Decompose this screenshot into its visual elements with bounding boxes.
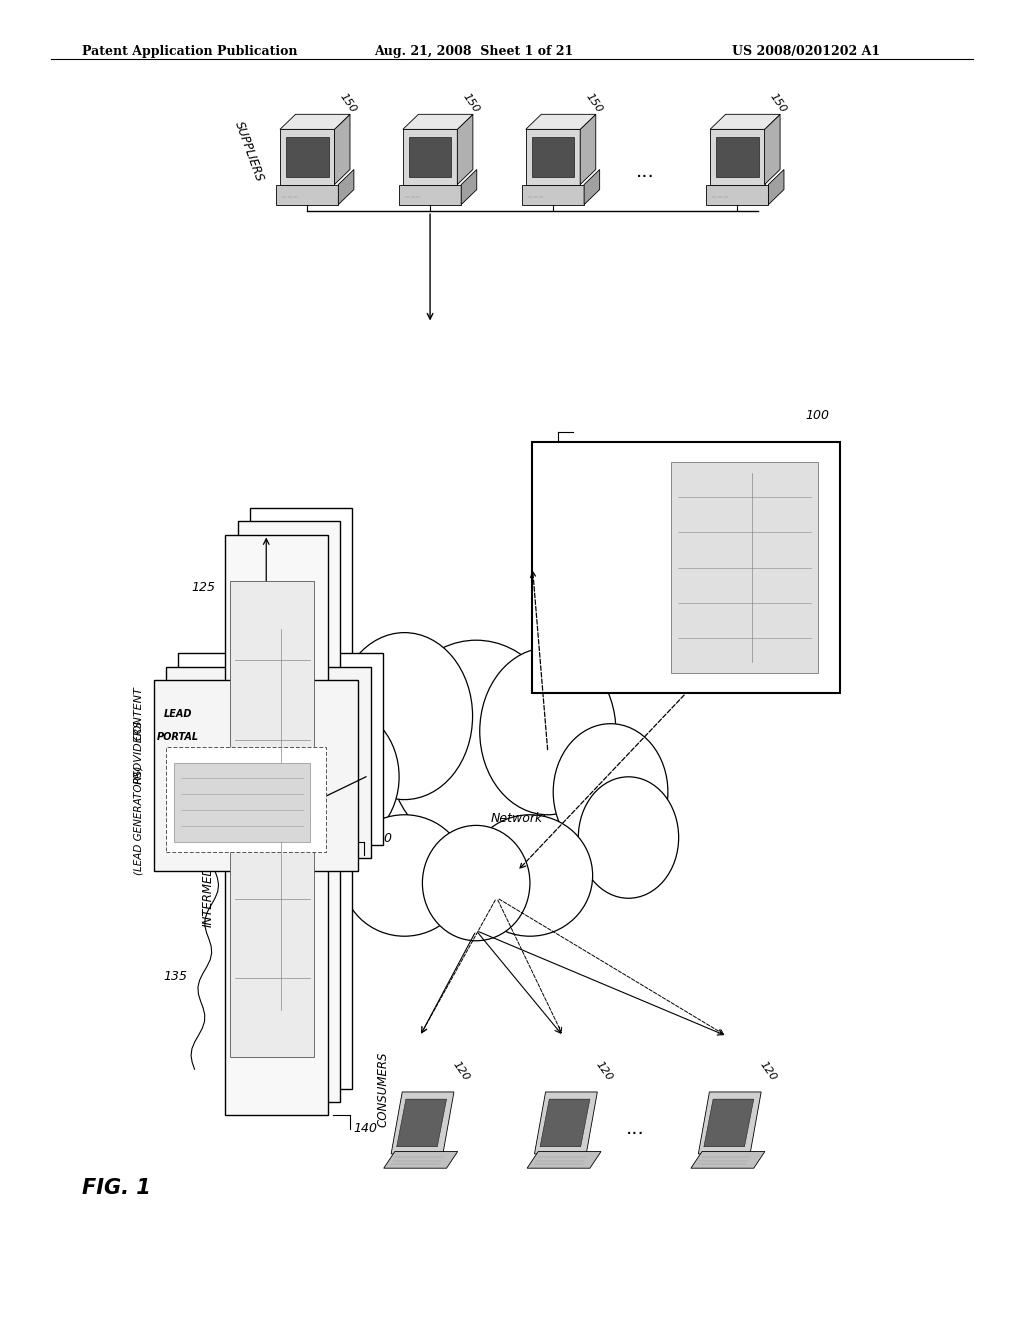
Ellipse shape [342,814,467,936]
Polygon shape [391,1092,454,1154]
Text: 120: 120 [451,1059,471,1082]
Polygon shape [765,115,780,185]
Text: 150: 150 [768,91,788,115]
Polygon shape [525,129,581,185]
Text: 150: 150 [461,91,481,115]
Text: 140: 140 [353,1122,377,1135]
Polygon shape [525,115,596,129]
Polygon shape [584,169,600,205]
Polygon shape [710,115,780,129]
Polygon shape [710,129,765,185]
Polygon shape [768,169,784,205]
Text: PORTAL: PORTAL [157,733,200,742]
Polygon shape [338,169,354,205]
Text: (LEAD GENERATORS): (LEAD GENERATORS) [133,766,143,875]
Text: 120: 120 [594,1059,614,1082]
Polygon shape [276,185,338,205]
FancyBboxPatch shape [225,535,328,1115]
Polygon shape [691,1151,765,1168]
FancyBboxPatch shape [250,508,352,1089]
Polygon shape [399,185,461,205]
Text: SYSTEM: SYSTEM [548,521,595,535]
Polygon shape [581,115,596,185]
Polygon shape [461,169,477,205]
FancyBboxPatch shape [532,442,840,693]
FancyBboxPatch shape [166,747,326,853]
Ellipse shape [285,709,399,845]
Polygon shape [716,137,759,177]
Ellipse shape [467,814,593,936]
Text: 100: 100 [806,409,829,422]
Text: Aug. 21, 2008  Sheet 1 of 21: Aug. 21, 2008 Sheet 1 of 21 [374,45,573,58]
Polygon shape [707,185,768,205]
Ellipse shape [423,825,530,941]
Text: MULTI LEAD: MULTI LEAD [548,455,617,469]
Ellipse shape [479,648,616,814]
Text: ...: ... [636,162,654,181]
FancyBboxPatch shape [166,667,371,858]
Polygon shape [698,1092,761,1154]
Text: DISTRIBUTION: DISTRIBUTION [548,488,632,502]
Text: 150: 150 [584,91,604,115]
Text: Network: Network [490,812,544,825]
Ellipse shape [553,723,668,861]
Ellipse shape [387,640,565,853]
Text: 130: 130 [369,832,392,845]
Polygon shape [286,137,329,177]
Ellipse shape [336,632,473,800]
FancyBboxPatch shape [230,581,314,1057]
FancyBboxPatch shape [671,462,818,673]
Text: PROVIDERS: PROVIDERS [133,719,143,784]
Text: 125: 125 [191,581,215,594]
Polygon shape [531,137,574,177]
Polygon shape [458,115,473,185]
FancyBboxPatch shape [238,521,340,1102]
Polygon shape [280,129,335,185]
Polygon shape [402,115,473,129]
Polygon shape [396,1100,446,1147]
FancyBboxPatch shape [178,653,383,845]
Ellipse shape [273,776,374,898]
Text: INTERMEDIARIES: INTERMEDIARIES [202,828,215,928]
Polygon shape [402,129,458,185]
Text: 150: 150 [338,91,358,115]
Polygon shape [335,115,350,185]
Text: ...: ... [626,1119,644,1138]
Text: 120: 120 [758,1059,778,1082]
Text: US 2008/0201202 A1: US 2008/0201202 A1 [732,45,881,58]
Polygon shape [540,1100,590,1147]
Text: SUPPLIERS: SUPPLIERS [232,120,266,183]
Text: CONTENT: CONTENT [133,686,143,741]
Polygon shape [703,1100,754,1147]
FancyBboxPatch shape [154,680,358,871]
FancyBboxPatch shape [174,763,309,842]
Polygon shape [409,137,452,177]
Polygon shape [280,115,350,129]
Text: CONSUMERS: CONSUMERS [376,1051,389,1127]
Polygon shape [527,1151,601,1168]
Text: LEAD: LEAD [202,783,215,814]
Polygon shape [522,185,584,205]
Polygon shape [384,1151,458,1168]
Ellipse shape [579,776,679,898]
Text: LEAD: LEAD [164,709,193,719]
Polygon shape [535,1092,597,1154]
Text: Patent Application Publication: Patent Application Publication [82,45,297,58]
Text: FIG. 1: FIG. 1 [82,1177,151,1199]
Text: 135: 135 [164,970,187,983]
